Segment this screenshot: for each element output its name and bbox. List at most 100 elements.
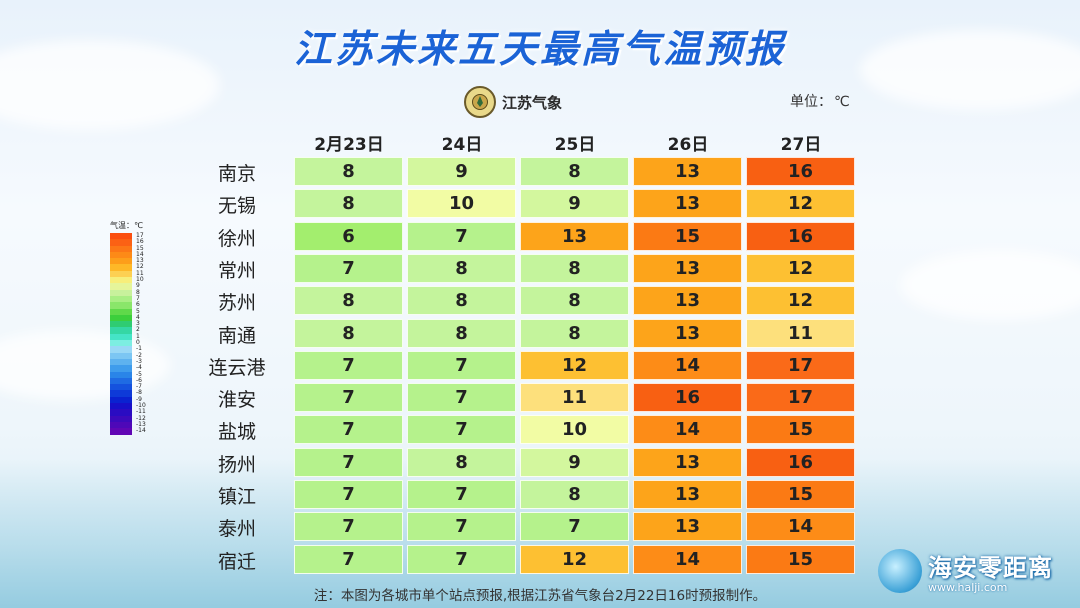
temperature-cell: 9 bbox=[520, 189, 629, 219]
legend-swatch bbox=[110, 245, 132, 252]
legend-label: 8 bbox=[136, 288, 140, 296]
legend-label: -4 bbox=[136, 364, 142, 372]
temperature-cell: 15 bbox=[633, 221, 742, 251]
legend-swatch bbox=[110, 277, 132, 284]
temperature-cell: 13 bbox=[520, 221, 629, 251]
legend-swatch bbox=[110, 327, 132, 334]
legend-item: -13 bbox=[110, 421, 146, 429]
city-label: 常州 bbox=[217, 259, 256, 282]
legend-swatch bbox=[110, 428, 132, 435]
legend-label: 17 bbox=[136, 232, 144, 239]
city-label: 宿迁 bbox=[217, 550, 256, 573]
legend-item: 4 bbox=[110, 314, 146, 322]
legend-item: 10 bbox=[110, 276, 146, 284]
legend-item: 16 bbox=[110, 238, 146, 246]
temperature-cell: 7 bbox=[294, 415, 403, 445]
temperature-cell: 13 bbox=[633, 286, 742, 316]
temperature-cell: 16 bbox=[746, 447, 855, 477]
city-label: 南京 bbox=[217, 163, 256, 185]
temperature-cell: 7 bbox=[294, 383, 403, 413]
legend-item: -2 bbox=[110, 351, 146, 359]
date-header: 24日 bbox=[441, 135, 483, 155]
city-label: 镇江 bbox=[217, 486, 256, 508]
legend-swatch bbox=[110, 415, 132, 422]
city-label: 淮安 bbox=[217, 389, 256, 412]
legend-label: 2 bbox=[136, 326, 140, 334]
temperature-cell: 14 bbox=[633, 350, 742, 380]
date-header: 27日 bbox=[780, 135, 822, 155]
city-label: 南通 bbox=[217, 324, 256, 347]
temperature-cell: 12 bbox=[746, 286, 855, 316]
cloud-decoration bbox=[0, 330, 170, 400]
legend-item: 5 bbox=[110, 308, 146, 315]
city-label: 盐城 bbox=[217, 421, 256, 444]
legend-item: -6 bbox=[110, 377, 146, 385]
legend-swatch bbox=[110, 251, 132, 259]
legend-swatch bbox=[110, 403, 132, 410]
legend-item: 1 bbox=[110, 332, 146, 341]
temperature-cell: 12 bbox=[520, 350, 629, 380]
legend-label: 15 bbox=[136, 244, 144, 252]
legend-item: 13 bbox=[110, 257, 146, 265]
legend-item: 17 bbox=[110, 232, 146, 240]
legend-swatch bbox=[110, 409, 132, 416]
temperature-cell: 10 bbox=[520, 415, 629, 445]
temperature-cell: 16 bbox=[633, 383, 742, 413]
legend-title: 气温：℃ bbox=[110, 221, 143, 230]
legend-label: 0 bbox=[136, 339, 140, 347]
legend-swatch bbox=[110, 302, 132, 309]
legend-item: 12 bbox=[110, 264, 146, 271]
temperature-cell: 12 bbox=[746, 189, 855, 219]
legend-swatch bbox=[110, 308, 132, 315]
temperature-cell: 7 bbox=[407, 544, 516, 574]
city-label: 连云港 bbox=[208, 356, 266, 379]
date-header: 2月23日 bbox=[314, 135, 384, 155]
legend-item: -3 bbox=[110, 358, 146, 366]
city-label: 徐州 bbox=[217, 227, 256, 250]
temperature-cell: 9 bbox=[520, 447, 629, 477]
temperature-cell: 7 bbox=[520, 512, 629, 542]
temperature-cell: 15 bbox=[746, 544, 855, 574]
city-label: 扬州 bbox=[217, 453, 256, 476]
legend-item: 8 bbox=[110, 288, 146, 296]
legend-item: 3 bbox=[110, 320, 146, 328]
legend-swatch bbox=[110, 358, 132, 366]
legend-label: -2 bbox=[136, 351, 142, 359]
temperature-cell: 7 bbox=[294, 253, 403, 283]
temperature-cell: 7 bbox=[407, 221, 516, 251]
legend-label: 3 bbox=[136, 320, 140, 328]
legend-label: -1 bbox=[136, 345, 142, 353]
legend-scale: 17 16 15 14 13 12 11 10 9 8 7 6 5 4 3 2 1 0 -1 -2 -3 -4 -5 -6 -7… bbox=[110, 232, 146, 435]
cloud-decoration bbox=[860, 30, 1080, 110]
unit-symbol: ℃ bbox=[834, 94, 850, 110]
legend-label: 1 bbox=[136, 332, 140, 340]
legend-item: 9 bbox=[110, 283, 146, 290]
temperature-cell: 8 bbox=[520, 286, 629, 316]
legend-swatch bbox=[110, 289, 132, 296]
unit-label-text: 单位： bbox=[790, 94, 832, 110]
legend-swatch bbox=[110, 295, 132, 303]
cloud-decoration bbox=[0, 40, 220, 130]
page-title: 江苏未来五天最高气温预报 bbox=[293, 27, 786, 71]
temperature-cell: 17 bbox=[746, 383, 855, 413]
logo-text: 江苏气象 bbox=[502, 93, 563, 112]
temperature-legend: 气温：℃ 17 16 15 14 13 12 11 10 9 8 7 6 5 4 3 2 1 0 -1 -2 -3 -4-… bbox=[110, 220, 146, 435]
temperature-cell: 7 bbox=[294, 447, 403, 477]
temperature-cell: 13 bbox=[633, 512, 742, 542]
watermark-text: 海安零距离 bbox=[928, 554, 1053, 582]
jiangsu-meteorology-emblem-icon bbox=[464, 86, 496, 118]
legend-item: -14 bbox=[110, 427, 146, 435]
legend-item: -7 bbox=[110, 383, 146, 391]
legend-item: 15 bbox=[110, 244, 146, 252]
temperature-cell: 13 bbox=[633, 157, 742, 186]
temperature-cell: 9 bbox=[407, 157, 516, 186]
temperature-cell: 8 bbox=[294, 286, 403, 316]
legend-swatch bbox=[110, 314, 132, 322]
temperature-cell: 11 bbox=[746, 318, 855, 348]
temperature-cell: 8 bbox=[520, 157, 629, 186]
temperature-cell: 7 bbox=[407, 512, 516, 542]
legend-label: -14 bbox=[136, 427, 146, 435]
temperature-cell: 8 bbox=[407, 286, 516, 316]
temperature-cell: 7 bbox=[294, 480, 403, 509]
temperature-cell: 8 bbox=[294, 318, 403, 348]
